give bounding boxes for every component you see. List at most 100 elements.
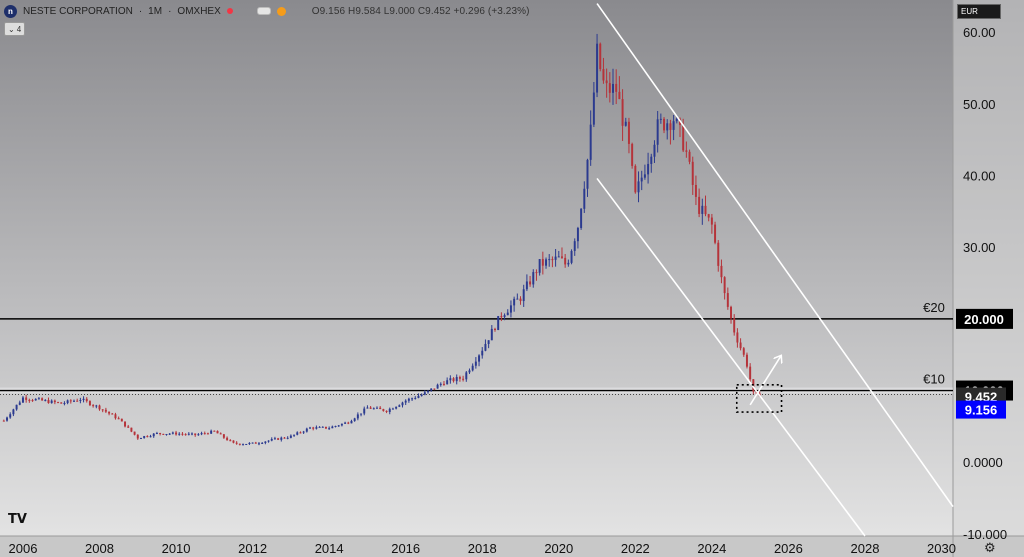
candle[interactable] bbox=[203, 431, 206, 435]
candle[interactable] bbox=[363, 406, 366, 416]
candle[interactable] bbox=[206, 432, 209, 435]
candle[interactable] bbox=[28, 398, 31, 403]
candle[interactable] bbox=[18, 400, 21, 406]
candle[interactable] bbox=[538, 259, 541, 276]
candle[interactable] bbox=[621, 89, 624, 141]
candle[interactable] bbox=[47, 397, 50, 404]
candle[interactable] bbox=[446, 377, 449, 385]
candle[interactable] bbox=[114, 412, 117, 420]
candle[interactable] bbox=[481, 347, 484, 359]
candle[interactable] bbox=[484, 339, 487, 352]
candle[interactable] bbox=[535, 269, 538, 281]
candle[interactable] bbox=[60, 402, 63, 404]
candle[interactable] bbox=[127, 424, 130, 428]
candle[interactable] bbox=[21, 396, 24, 403]
candle[interactable] bbox=[168, 433, 171, 435]
candle[interactable] bbox=[398, 404, 401, 408]
candle[interactable] bbox=[159, 432, 162, 436]
candle[interactable] bbox=[433, 388, 436, 391]
candle[interactable] bbox=[251, 442, 254, 444]
candle[interactable] bbox=[79, 397, 82, 404]
candle[interactable] bbox=[647, 152, 650, 184]
candle[interactable] bbox=[730, 305, 733, 324]
candle[interactable] bbox=[143, 435, 146, 439]
candle[interactable] bbox=[417, 393, 420, 399]
symbol-title[interactable]: NESTE CORPORATION bbox=[23, 5, 133, 17]
candle[interactable] bbox=[659, 113, 662, 124]
candle[interactable] bbox=[2, 419, 5, 422]
candle[interactable] bbox=[701, 198, 704, 225]
candle[interactable] bbox=[296, 431, 299, 436]
candle[interactable] bbox=[637, 171, 640, 203]
candle[interactable] bbox=[12, 408, 15, 417]
currency-button[interactable]: EUR bbox=[957, 4, 1001, 19]
candle[interactable] bbox=[200, 431, 203, 436]
candle[interactable] bbox=[388, 407, 391, 415]
candle[interactable] bbox=[66, 399, 69, 405]
candle[interactable] bbox=[640, 170, 643, 191]
candle[interactable] bbox=[653, 140, 656, 163]
candle[interactable] bbox=[366, 405, 369, 409]
candle[interactable] bbox=[376, 406, 378, 409]
candle[interactable] bbox=[181, 432, 184, 436]
candle[interactable] bbox=[293, 434, 296, 437]
candle[interactable] bbox=[88, 400, 91, 407]
candle[interactable] bbox=[564, 253, 567, 268]
candle[interactable] bbox=[267, 440, 270, 443]
candle[interactable] bbox=[503, 313, 506, 321]
candle[interactable] bbox=[631, 142, 634, 169]
candle[interactable] bbox=[627, 117, 630, 154]
candle[interactable] bbox=[407, 397, 410, 403]
candle[interactable] bbox=[95, 404, 98, 409]
candle[interactable] bbox=[340, 423, 343, 427]
candle[interactable] bbox=[541, 251, 544, 275]
candle[interactable] bbox=[605, 68, 608, 98]
candle[interactable] bbox=[104, 407, 107, 414]
candle[interactable] bbox=[669, 119, 672, 145]
candle[interactable] bbox=[50, 399, 53, 404]
candle[interactable] bbox=[583, 181, 586, 213]
candle[interactable] bbox=[656, 110, 659, 153]
candle[interactable] bbox=[139, 437, 142, 440]
candle[interactable] bbox=[213, 430, 216, 432]
candle[interactable] bbox=[500, 312, 503, 322]
candle[interactable] bbox=[34, 398, 37, 401]
candle[interactable] bbox=[615, 69, 618, 105]
time-axis-panel[interactable] bbox=[0, 536, 1024, 557]
candle[interactable] bbox=[733, 314, 736, 336]
candle[interactable] bbox=[146, 435, 149, 438]
candle[interactable] bbox=[197, 433, 200, 436]
candle[interactable] bbox=[92, 404, 95, 408]
candle[interactable] bbox=[710, 213, 713, 234]
candle[interactable] bbox=[395, 406, 398, 410]
candle[interactable] bbox=[423, 390, 426, 396]
candle[interactable] bbox=[321, 426, 324, 428]
candle[interactable] bbox=[458, 375, 461, 382]
candle[interactable] bbox=[353, 417, 356, 422]
candle[interactable] bbox=[9, 412, 12, 419]
candle[interactable] bbox=[560, 247, 563, 259]
candle[interactable] bbox=[222, 433, 225, 439]
candle[interactable] bbox=[130, 427, 133, 433]
candle[interactable] bbox=[120, 418, 123, 422]
candle[interactable] bbox=[149, 434, 152, 438]
channel-upper-trend-line[interactable] bbox=[596, 3, 954, 508]
candle[interactable] bbox=[506, 309, 509, 316]
candle[interactable] bbox=[519, 296, 522, 305]
candle[interactable] bbox=[548, 254, 551, 267]
candle[interactable] bbox=[513, 296, 516, 312]
candle[interactable] bbox=[643, 164, 646, 180]
candle[interactable] bbox=[312, 426, 315, 431]
candle[interactable] bbox=[210, 429, 213, 434]
candle[interactable] bbox=[191, 432, 193, 436]
candle[interactable] bbox=[717, 240, 720, 272]
candle[interactable] bbox=[589, 110, 592, 166]
toggle-pill-icon[interactable] bbox=[256, 7, 271, 15]
candle[interactable] bbox=[411, 397, 414, 401]
candle[interactable] bbox=[356, 412, 359, 421]
candle[interactable] bbox=[634, 164, 637, 194]
candle[interactable] bbox=[576, 226, 579, 249]
candle[interactable] bbox=[318, 426, 321, 428]
candle[interactable] bbox=[554, 248, 557, 267]
current-price-badge[interactable]: 9.156 bbox=[956, 400, 1006, 419]
